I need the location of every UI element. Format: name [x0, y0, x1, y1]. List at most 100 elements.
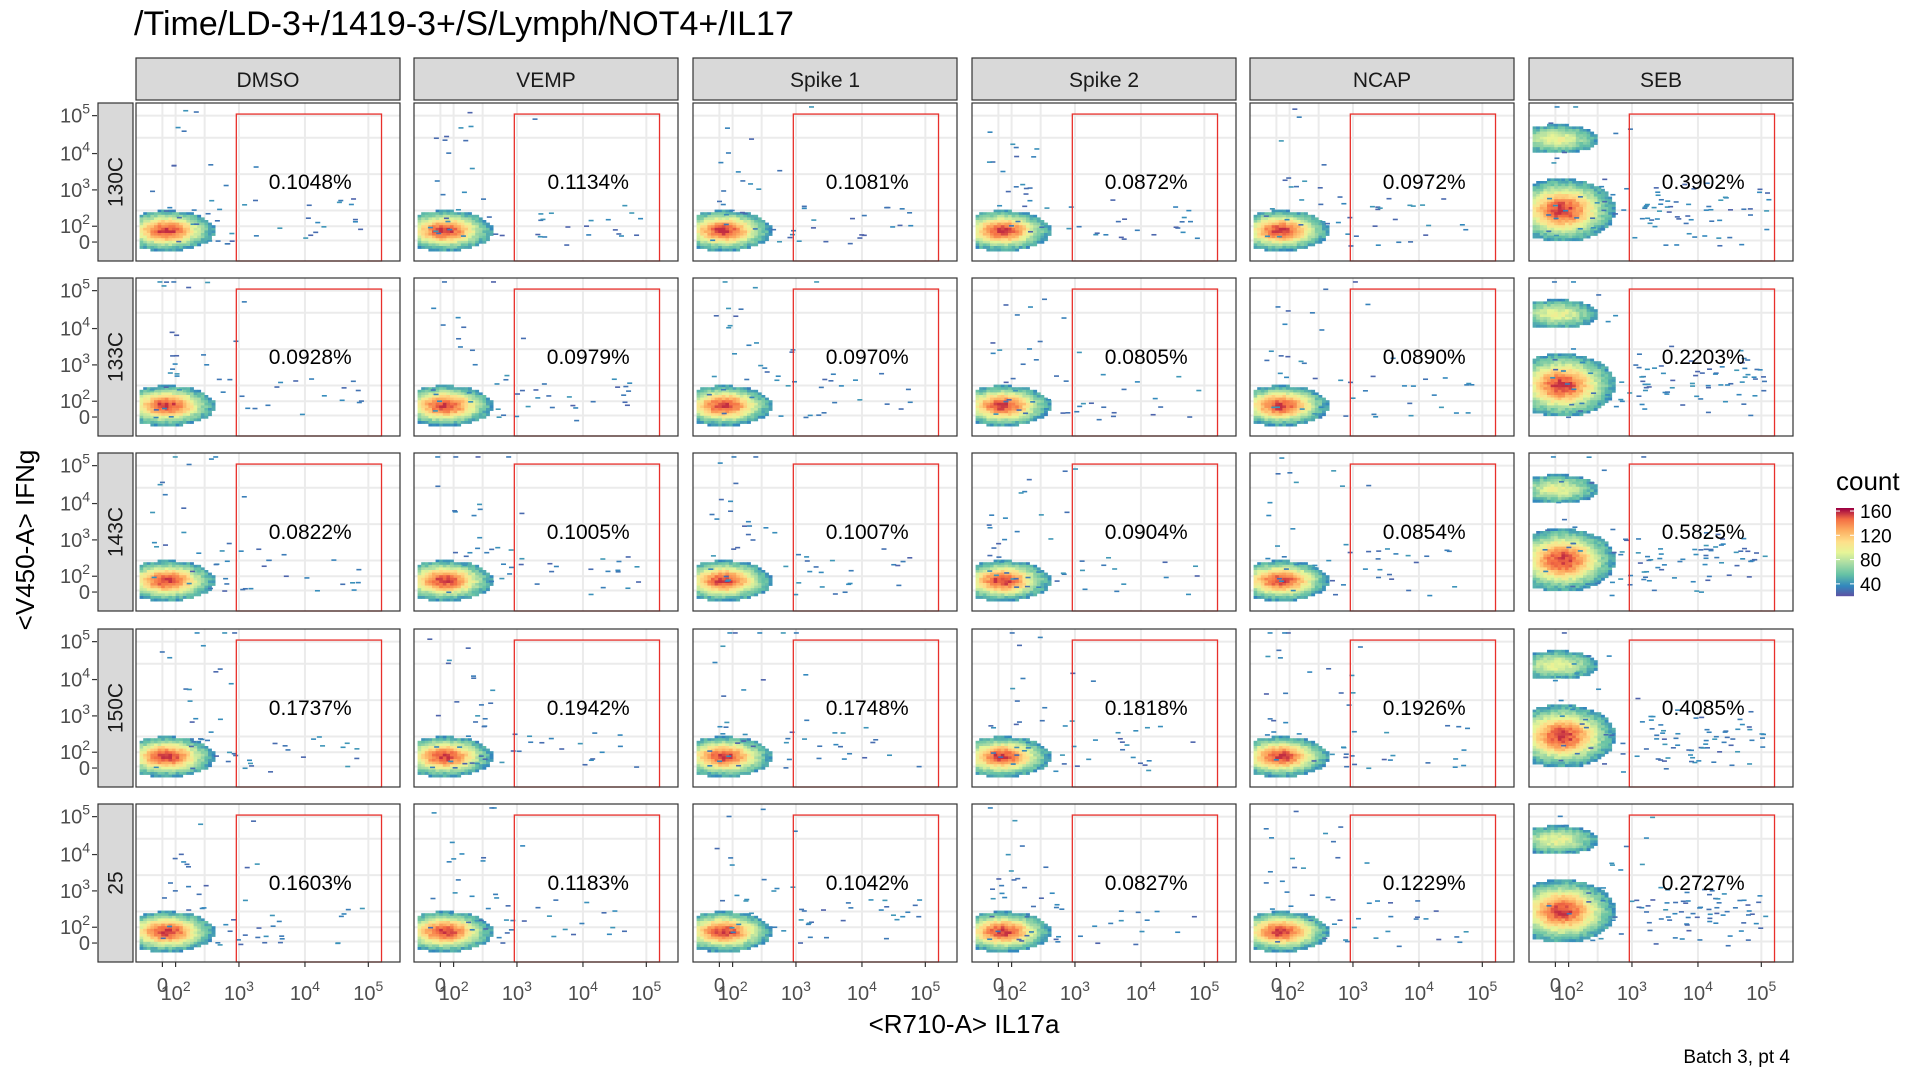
- density-cell: [627, 382, 632, 384]
- density-cell: [1012, 413, 1016, 416]
- density-cell: [277, 227, 282, 229]
- density-cell: [1022, 398, 1026, 401]
- density-cell: [147, 243, 151, 246]
- density-cell: [1587, 312, 1591, 315]
- density-cell: [1621, 209, 1626, 211]
- density-cell: [1022, 238, 1026, 241]
- density-cell: [439, 398, 443, 401]
- density-cell: [1569, 359, 1573, 362]
- density-cell: [176, 565, 180, 568]
- density-cell: [1037, 416, 1041, 419]
- density-cell: [439, 212, 443, 215]
- density-cell: [186, 416, 190, 419]
- density-cell: [1644, 205, 1649, 207]
- density-cell: [444, 136, 449, 138]
- density-cell: [1562, 152, 1567, 154]
- density-cell: [1308, 238, 1312, 241]
- density-cell: [1533, 325, 1537, 328]
- density-cell: [1293, 241, 1297, 244]
- density-cell: [704, 238, 708, 241]
- density-cell: [1290, 228, 1294, 231]
- density-cell: [1304, 395, 1308, 398]
- density-cell: [1561, 129, 1565, 132]
- density-cell: [446, 421, 450, 424]
- density-cell: [997, 212, 1001, 215]
- density-cell: [722, 243, 726, 246]
- density-cell: [204, 230, 208, 233]
- density-cell: [1554, 405, 1558, 408]
- density-cell: [421, 233, 425, 236]
- density-cell: [1551, 385, 1555, 388]
- density-cell: [1012, 408, 1016, 411]
- density-cell: [1533, 142, 1537, 145]
- density-cell: [704, 387, 708, 390]
- density-cell: [983, 246, 987, 249]
- density-cell: [729, 236, 733, 239]
- strip-dmso: DMSO: [136, 58, 400, 100]
- density-cell: [1597, 199, 1601, 202]
- density-cell: [468, 228, 472, 231]
- density-cell: [1004, 385, 1008, 388]
- density-cell: [1037, 405, 1041, 408]
- density-cell: [1311, 236, 1315, 239]
- density-cell: [1008, 408, 1012, 411]
- density-cell: [457, 413, 461, 416]
- density-cell: [1583, 385, 1587, 388]
- density-cell: [1181, 232, 1186, 234]
- density-cell: [1012, 418, 1016, 421]
- density-cell: [1044, 413, 1048, 416]
- density-cell: [1004, 223, 1008, 226]
- density-cell: [445, 221, 450, 223]
- density-cell: [729, 212, 733, 215]
- density-cell: [1601, 366, 1605, 369]
- density-cell: [1590, 189, 1594, 192]
- density-cell: [1533, 220, 1537, 223]
- density-cell: [1547, 142, 1551, 145]
- density-cell: [769, 400, 773, 403]
- density-cell: [1536, 385, 1540, 388]
- density-cell: [418, 225, 422, 228]
- density-cell: [565, 226, 570, 228]
- density-cell: [1264, 241, 1268, 244]
- density-cell: [421, 398, 425, 401]
- density-cell: [475, 398, 479, 401]
- density-cell: [1551, 150, 1555, 153]
- density-cell: [168, 225, 172, 228]
- density-cell: [176, 127, 181, 129]
- density-cell: [1015, 217, 1019, 220]
- density-cell: [194, 243, 198, 246]
- density-cell: [1174, 226, 1179, 228]
- density-cell: [765, 236, 769, 239]
- density-cell: [765, 230, 769, 233]
- density-cell: [1569, 197, 1573, 200]
- density-cell: [1261, 243, 1265, 246]
- density-cell: [1001, 413, 1005, 416]
- density-cell: [1275, 238, 1279, 241]
- strip-label: SEB: [1640, 69, 1682, 92]
- density-cell: [1569, 372, 1573, 375]
- density-cell: [754, 223, 758, 226]
- density-cell: [986, 390, 990, 393]
- density-cell: [1685, 215, 1690, 217]
- density-cell: [1554, 403, 1558, 406]
- density-cell: [711, 230, 715, 233]
- density-cell: [1583, 199, 1587, 202]
- density-cell: [472, 416, 476, 419]
- density-cell: [140, 215, 144, 218]
- density-cell: [725, 217, 729, 220]
- density-cell: [715, 246, 719, 249]
- density-cell: [1590, 405, 1594, 408]
- density-cell: [1590, 184, 1594, 187]
- density-cell: [168, 243, 172, 246]
- density-cell: [176, 220, 180, 223]
- density-cell: [754, 225, 758, 228]
- density-cell: [1308, 400, 1312, 403]
- density-cell: [725, 385, 729, 388]
- density-cell: [1601, 364, 1605, 367]
- density-cell: [725, 127, 730, 129]
- density-cell: [468, 223, 472, 226]
- density-cell: [622, 205, 627, 207]
- density-cell: [540, 219, 545, 221]
- density-cell: [736, 413, 740, 416]
- density-cell: [1019, 243, 1023, 246]
